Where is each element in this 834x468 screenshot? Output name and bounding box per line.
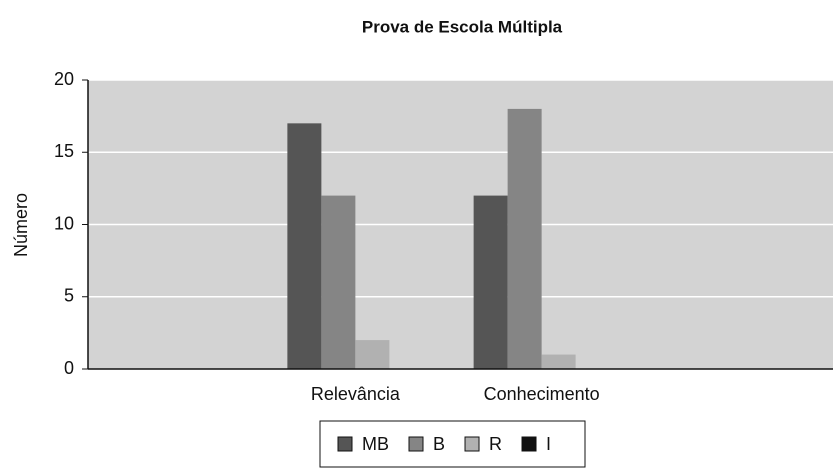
y-tick-label: 0 (64, 358, 74, 378)
bar (287, 123, 322, 369)
legend-swatch (408, 436, 424, 452)
chart-title: Prova de Escola Múltipla (362, 17, 563, 36)
bar (473, 195, 508, 369)
x-tick-label: Relevância (311, 384, 401, 404)
bar (355, 340, 390, 369)
legend-swatch (337, 436, 353, 452)
y-tick-label: 5 (64, 286, 74, 306)
y-axis-label: Número (11, 193, 31, 257)
y-tick-label: 10 (54, 213, 74, 233)
legend-label: B (433, 434, 445, 454)
legend-label: MB (362, 434, 389, 454)
y-tick-label: 20 (54, 69, 74, 89)
legend-swatch (464, 436, 480, 452)
legend-swatch (521, 436, 537, 452)
bar (321, 195, 356, 369)
bar (541, 354, 576, 369)
legend-label: I (546, 434, 551, 454)
legend-box (319, 420, 586, 468)
legend-label: R (489, 434, 502, 454)
y-tick-label: 15 (54, 141, 74, 161)
x-tick-label: Conhecimento (484, 384, 600, 404)
bar (507, 108, 542, 370)
